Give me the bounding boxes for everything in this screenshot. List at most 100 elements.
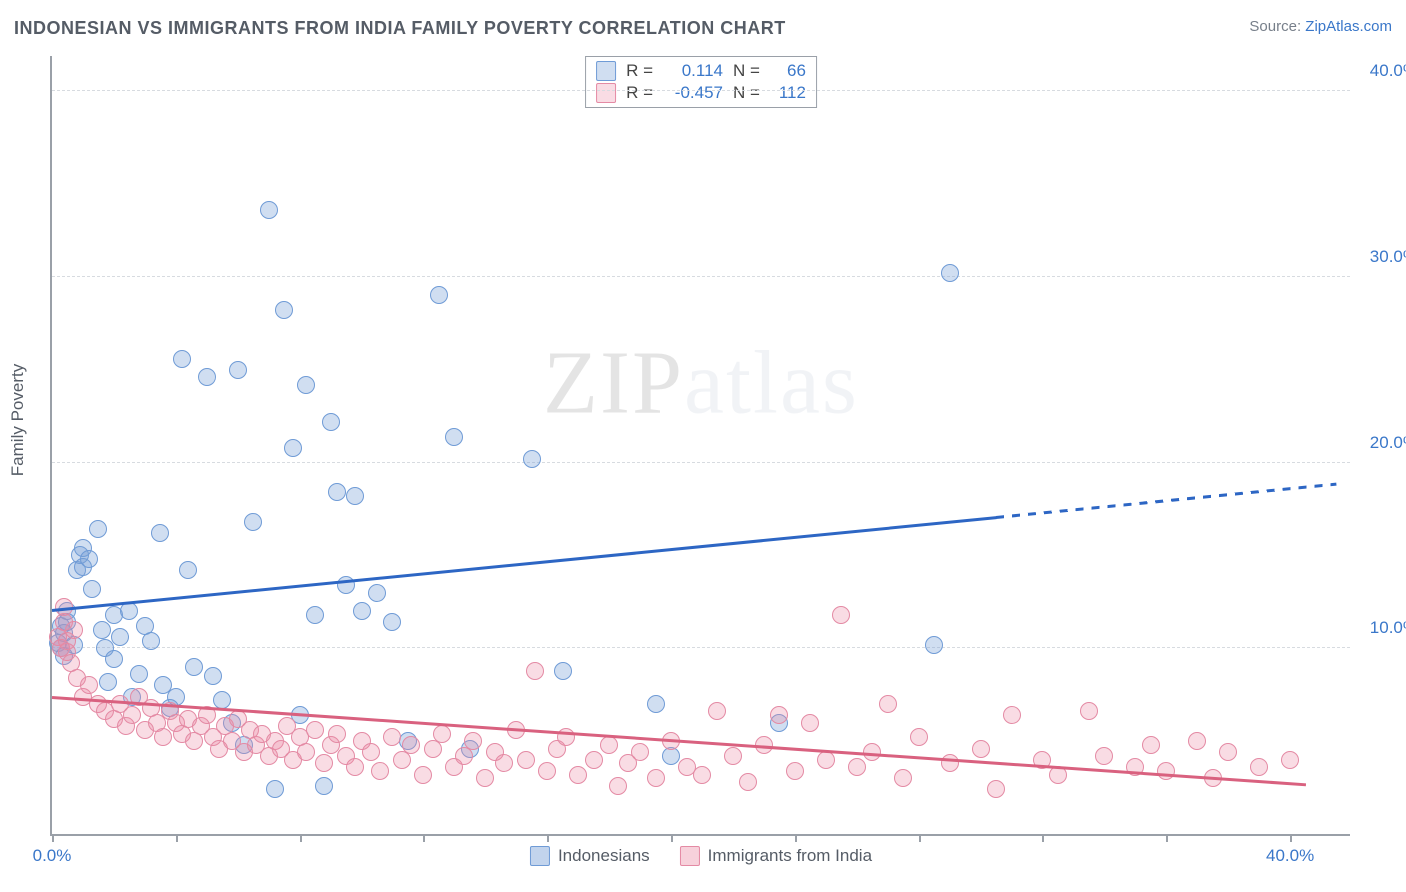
y-tick-label: 30.0% — [1370, 247, 1406, 267]
y-axis-label: Family Poverty — [8, 364, 28, 476]
data-point — [130, 665, 148, 683]
data-point — [235, 743, 253, 761]
data-point — [306, 721, 324, 739]
stat-r-label: R = — [626, 83, 653, 103]
y-tick-label: 10.0% — [1370, 618, 1406, 638]
data-point — [253, 725, 271, 743]
watermark: ZIPatlas — [543, 331, 859, 434]
data-point — [832, 606, 850, 624]
stat-n-value: 66 — [770, 61, 806, 81]
data-point — [786, 762, 804, 780]
stat-n-label: N = — [733, 83, 760, 103]
data-point — [291, 728, 309, 746]
legend-item: Indonesians — [530, 846, 650, 866]
data-point — [328, 483, 346, 501]
data-point — [383, 613, 401, 631]
x-tick — [300, 834, 302, 842]
data-point — [55, 624, 73, 642]
data-point — [739, 773, 757, 791]
data-point — [569, 766, 587, 784]
data-point — [52, 617, 70, 635]
data-point — [1188, 732, 1206, 750]
data-point — [662, 747, 680, 765]
stats-row: R =0.114N =66 — [596, 61, 806, 81]
data-point — [275, 301, 293, 319]
data-point — [120, 602, 138, 620]
data-point — [68, 669, 86, 687]
data-point — [105, 710, 123, 728]
data-point — [192, 717, 210, 735]
source-link[interactable]: ZipAtlas.com — [1305, 18, 1392, 35]
data-point — [647, 769, 665, 787]
data-point — [74, 539, 92, 557]
data-point — [241, 721, 259, 739]
data-point — [346, 758, 364, 776]
data-point — [93, 621, 111, 639]
data-point — [455, 747, 473, 765]
data-point — [817, 751, 835, 769]
data-point — [346, 487, 364, 505]
data-point — [353, 732, 371, 750]
data-point — [216, 717, 234, 735]
correlation-stats-box: R =0.114N =66R =-0.457N =112 — [585, 56, 817, 108]
stat-n-value: 112 — [770, 83, 806, 103]
data-point — [52, 639, 70, 657]
data-point — [1219, 743, 1237, 761]
data-point — [96, 639, 114, 657]
data-point — [229, 361, 247, 379]
data-point — [306, 606, 324, 624]
x-tick — [671, 834, 673, 842]
data-point — [49, 628, 67, 646]
data-point — [80, 676, 98, 694]
data-point — [148, 714, 166, 732]
data-point — [631, 743, 649, 761]
data-point — [708, 702, 726, 720]
data-point — [1281, 751, 1299, 769]
data-point — [925, 636, 943, 654]
trend-line — [52, 696, 1306, 786]
data-point — [74, 688, 92, 706]
gridline — [52, 462, 1350, 463]
data-point — [154, 676, 172, 694]
data-point — [399, 732, 417, 750]
stat-r-label: R = — [626, 61, 653, 81]
data-point — [554, 662, 572, 680]
data-point — [619, 754, 637, 772]
data-point — [987, 780, 1005, 798]
data-point — [328, 725, 346, 743]
data-point — [284, 439, 302, 457]
series-swatch — [596, 61, 616, 81]
legend-item: Immigrants from India — [680, 846, 872, 866]
source-attribution: Source: ZipAtlas.com — [1249, 18, 1392, 35]
data-point — [464, 732, 482, 750]
series-swatch — [596, 83, 616, 103]
data-point — [548, 740, 566, 758]
data-point — [266, 732, 284, 750]
data-point — [151, 524, 169, 542]
data-point — [52, 639, 70, 657]
data-point — [173, 725, 191, 743]
x-tick-label: 0.0% — [33, 846, 72, 866]
data-point — [185, 732, 203, 750]
data-point — [322, 413, 340, 431]
data-point — [89, 520, 107, 538]
data-point — [848, 758, 866, 776]
data-point — [424, 740, 442, 758]
x-tick — [1290, 834, 1292, 842]
data-point — [678, 758, 696, 776]
data-point — [55, 613, 73, 631]
data-point — [430, 286, 448, 304]
data-point — [972, 740, 990, 758]
data-point — [538, 762, 556, 780]
data-point — [136, 721, 154, 739]
data-point — [49, 634, 67, 652]
data-point — [167, 714, 185, 732]
data-point — [1157, 762, 1175, 780]
data-point — [393, 751, 411, 769]
data-point — [523, 450, 541, 468]
data-point — [445, 758, 463, 776]
gridline — [52, 276, 1350, 277]
x-tick — [1166, 834, 1168, 842]
data-point — [117, 717, 135, 735]
data-point — [65, 621, 83, 639]
